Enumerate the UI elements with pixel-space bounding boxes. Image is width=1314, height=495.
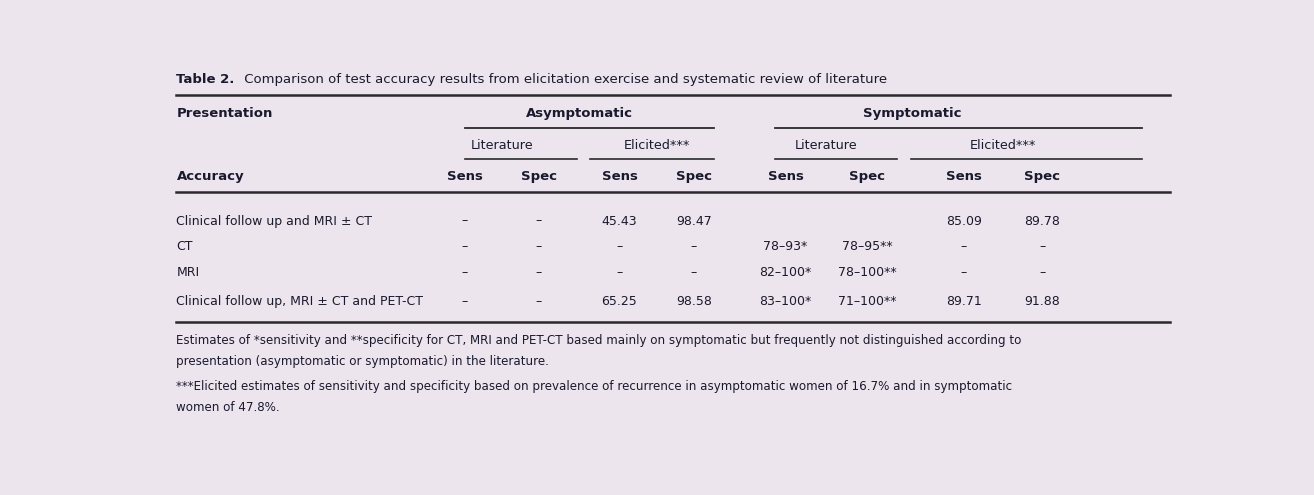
Text: Literature: Literature [795,139,858,151]
Text: –: – [961,241,967,253]
Text: 91.88: 91.88 [1024,295,1060,307]
Text: CT: CT [176,241,193,253]
Text: –: – [536,295,543,307]
Text: Spec: Spec [1024,170,1060,183]
Text: Spec: Spec [675,170,712,183]
Text: Literature: Literature [470,139,533,151]
Text: –: – [691,241,696,253]
Text: 89.71: 89.71 [946,295,982,307]
Text: 98.47: 98.47 [675,214,712,228]
Text: –: – [616,266,623,279]
Text: –: – [1039,266,1045,279]
Text: –: – [461,214,468,228]
Text: Elicited***: Elicited*** [970,139,1037,151]
Text: Elicited***: Elicited*** [624,139,690,151]
Text: –: – [461,295,468,307]
Text: –: – [461,266,468,279]
Text: Accuracy: Accuracy [176,170,244,183]
Text: –: – [536,214,543,228]
Text: –: – [1039,241,1045,253]
Text: –: – [616,241,623,253]
Text: ***Elicited estimates of sensitivity and specificity based on prevalence of recu: ***Elicited estimates of sensitivity and… [176,380,1013,393]
Text: MRI: MRI [176,266,200,279]
Text: Sens: Sens [447,170,482,183]
Text: 78–100**: 78–100** [837,266,896,279]
Text: Sens: Sens [602,170,637,183]
Text: 85.09: 85.09 [946,214,982,228]
Text: Comparison of test accuracy results from elicitation exercise and systematic rev: Comparison of test accuracy results from… [239,73,887,86]
Text: –: – [536,266,543,279]
Text: 65.25: 65.25 [602,295,637,307]
Text: –: – [961,266,967,279]
Text: 82–100*: 82–100* [759,266,812,279]
Text: 71–100**: 71–100** [837,295,896,307]
Text: –: – [536,241,543,253]
Text: presentation (asymptomatic or symptomatic) in the literature.: presentation (asymptomatic or symptomati… [176,355,549,368]
Text: Symptomatic: Symptomatic [863,107,962,120]
Text: women of 47.8%.: women of 47.8%. [176,400,280,413]
Text: 78–95**: 78–95** [841,241,892,253]
Text: –: – [461,241,468,253]
Text: Presentation: Presentation [176,107,273,120]
Text: Clinical follow up and MRI ± CT: Clinical follow up and MRI ± CT [176,214,372,228]
Text: Table 2.: Table 2. [176,73,235,86]
Text: 78–93*: 78–93* [763,241,808,253]
Text: –: – [691,266,696,279]
Text: 98.58: 98.58 [675,295,712,307]
Text: Asymptomatic: Asymptomatic [526,107,633,120]
Text: 45.43: 45.43 [602,214,637,228]
Text: Estimates of *sensitivity and **specificity for CT, MRI and PET-CT based mainly : Estimates of *sensitivity and **specific… [176,334,1022,347]
Text: Clinical follow up, MRI ± CT and PET-CT: Clinical follow up, MRI ± CT and PET-CT [176,295,423,307]
Text: Sens: Sens [767,170,803,183]
Text: Spec: Spec [849,170,884,183]
Text: Spec: Spec [522,170,557,183]
Text: 89.78: 89.78 [1024,214,1060,228]
Text: 83–100*: 83–100* [759,295,812,307]
Text: Sens: Sens [946,170,982,183]
